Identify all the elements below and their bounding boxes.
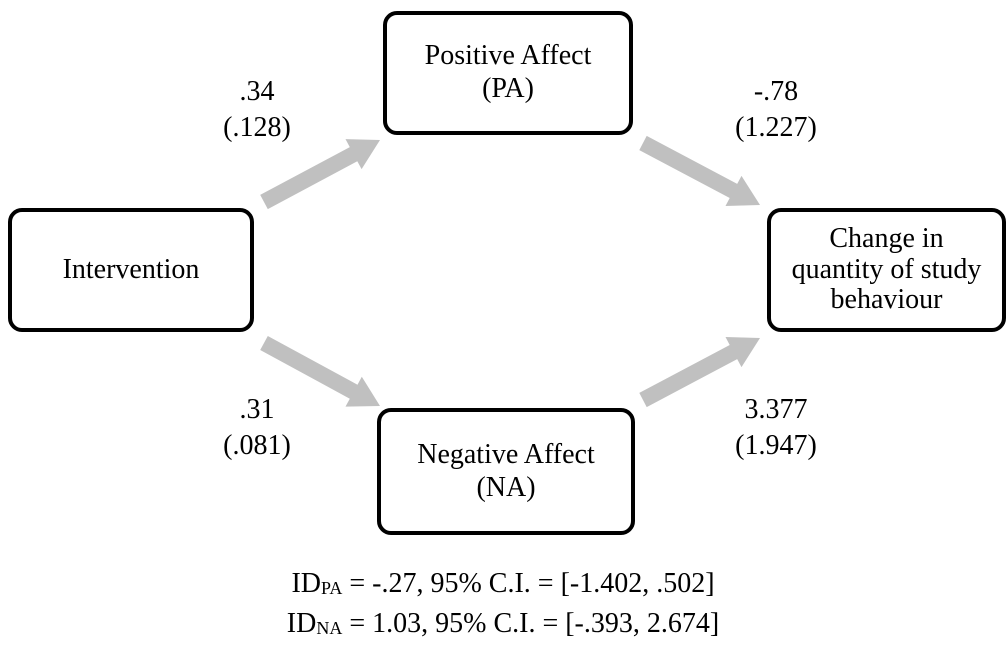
- negative-affect-node: Negative Affect (NA): [377, 408, 635, 535]
- arrow-intervention-to-na: [260, 336, 380, 407]
- indirect-effect-subscript: PA: [320, 578, 343, 598]
- indirect-effect-stats: = -.27, 95% C.I. = [-1.402, .502]: [342, 568, 715, 599]
- coef-na-to-change: 3.377 (1.947): [706, 392, 846, 464]
- change-label-line-3: behaviour: [830, 284, 943, 316]
- positive-affect-node: Positive Affect (PA): [383, 11, 633, 135]
- indirect-effect-stats: = 1.03, 95% C.I. = [-.393, 2.674]: [342, 608, 720, 639]
- negative-affect-label: Negative Affect: [417, 438, 595, 470]
- coefficient-value: .31: [239, 394, 275, 425]
- intervention-label: Intervention: [62, 253, 200, 285]
- indirect-effect-label: ID: [291, 568, 321, 599]
- negative-affect-abbrev: (NA): [476, 471, 536, 503]
- arrow-intervention-to-pa: [260, 139, 380, 210]
- standard-error: (1.947): [735, 430, 817, 461]
- change-study-behaviour-node: Change in quantity of study behaviour: [767, 208, 1006, 332]
- change-label-line-2: quantity of study: [791, 253, 982, 285]
- arrow-na-to-change: [639, 337, 760, 408]
- arrow-pa-to-change: [639, 135, 760, 206]
- coefficient-value: -.78: [753, 76, 799, 107]
- indirect-effect-pa: IDPA = -.27, 95% C.I. = [-1.402, .502]: [0, 566, 1006, 606]
- standard-error: (.128): [223, 112, 291, 143]
- positive-affect-label: Positive Affect: [424, 40, 592, 72]
- coefficient-value: 3.377: [744, 394, 808, 425]
- coef-pa-to-change: -.78 (1.227): [706, 74, 846, 146]
- indirect-effect-label: ID: [286, 608, 317, 639]
- change-label-line-1: Change in: [829, 222, 944, 254]
- coefficient-value: .34: [239, 76, 275, 107]
- indirect-effect-subscript: NA: [316, 618, 343, 638]
- standard-error: (.081): [223, 430, 291, 461]
- indirect-effect-na: IDNA = 1.03, 95% C.I. = [-.393, 2.674]: [0, 606, 1006, 646]
- coef-intervention-to-pa: .34 (.128): [187, 74, 327, 146]
- standard-error: (1.227): [735, 112, 817, 143]
- positive-affect-abbrev: (PA): [482, 73, 534, 104]
- coef-intervention-to-na: .31 (.081): [187, 392, 327, 464]
- intervention-node: Intervention: [8, 208, 254, 332]
- indirect-effects: IDPA = -.27, 95% C.I. = [-1.402, .502] I…: [0, 566, 1006, 646]
